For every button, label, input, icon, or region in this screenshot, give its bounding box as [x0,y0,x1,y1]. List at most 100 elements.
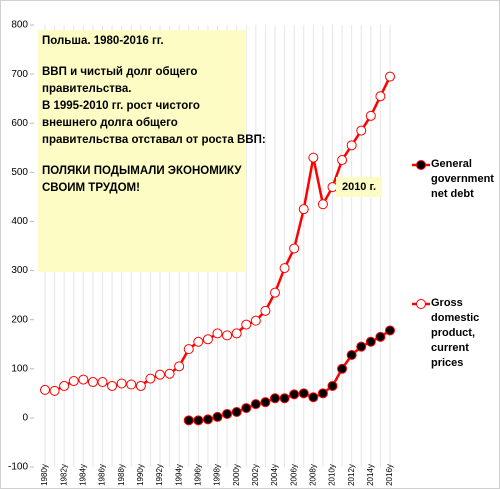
marker [231,406,242,417]
marker [222,408,233,419]
annotation-line: ВВП и чистый долг общего [42,66,198,78]
marker [289,389,300,400]
marker [193,336,204,347]
marker [164,368,175,379]
legend-marker [416,160,426,170]
annotation-paragraph: ПОЛЯКИ ПОДЫМАЛИ ЭКОНОМИКУ СВОИМ ТРУДОМ! [42,163,242,197]
x-tick-label: 1992y [155,464,164,486]
marker [40,384,50,395]
marker [183,344,194,355]
marker [107,380,118,391]
marker [78,374,89,385]
marker [116,378,127,389]
marker [356,125,367,136]
marker [279,263,290,274]
annotation-line: Польша. 1980-2016 гг. [42,35,164,47]
marker [385,325,395,336]
marker [298,204,309,215]
annotation-paragraph: ВВП и чистый долг общего правительства. В … [42,64,266,149]
x-tick-label: 2008y [308,464,317,486]
x-tick-label: 2004y [270,464,279,486]
x-tick-label: 2002y [251,464,260,486]
x-tick-label: 2014y [366,464,375,486]
y-tick-label: 800 [11,20,28,31]
x-tick-label: 1988y [117,464,126,486]
marker [193,415,204,426]
marker [135,380,146,391]
y-tick-label: -100 [8,462,28,473]
series-line [188,329,391,422]
y-tick-label: 500 [11,167,28,178]
annotation-line: ПОЛЯКИ ПОДЫМАЛИ ЭКОНОМИКУ [42,165,242,177]
marker [308,152,319,163]
x-tick-label: 1982y [59,464,68,486]
callout: 2010 г. [336,177,382,197]
marker [155,369,165,380]
y-tick-label: 100 [11,363,28,374]
marker [250,399,261,410]
marker [356,341,367,352]
annotation-line: правительства. [42,83,132,95]
marker [145,373,156,384]
marker [270,393,280,404]
annotation-line: СВОИМ ТРУДОМ! [42,182,140,194]
marker [346,350,357,361]
marker [260,397,271,408]
x-tick-label: 2010y [328,464,337,486]
x-tick-label: 1990y [136,464,145,486]
annotation-line: правительства отставал от роста ВВП: [42,134,266,146]
x-tick-label: 1998y [213,464,222,486]
annotation-paragraph: Польша. 1980-2016 гг. [42,33,242,50]
marker [183,415,194,426]
annotation-line: внешнего долга общего [42,117,178,129]
x-tick-label: 1980y [40,464,49,486]
marker [317,388,328,399]
x-tick-label: 1986y [98,464,107,486]
marker [231,328,242,339]
marker [260,305,271,316]
legend-label: General government net debt [431,158,494,200]
y-tick-label: 200 [11,314,28,325]
x-tick-label: 2000y [232,464,241,486]
marker [59,380,70,391]
marker [308,392,319,403]
marker [289,243,300,254]
marker [337,155,348,166]
marker [250,315,261,326]
annotation-box: Польша. 1980-2016 гг. ВВП и чистый долг о… [38,30,266,272]
marker [375,331,386,342]
marker [337,363,348,374]
annotation-line: В 1995-2010 гг. рост чистого [42,100,200,112]
y-tick-label: 0 [22,413,28,424]
marker [385,71,395,82]
marker [97,377,108,388]
marker [212,328,223,339]
marker [317,199,328,210]
y-tick-label: 700 [11,69,28,80]
legend-label: Gross domestic product, current prices [431,297,480,369]
marker [202,334,213,345]
marker [87,377,98,388]
marker [222,330,233,341]
marker [126,379,137,390]
marker [298,388,309,399]
y-tick-label: 300 [11,265,28,276]
y-tick-label: 400 [11,216,28,227]
marker [202,414,213,425]
marker [279,393,290,404]
marker [346,140,357,151]
marker [241,319,252,330]
x-tick-label: 2016y [385,464,394,486]
x-tick-label: 1984y [78,464,87,486]
marker [241,403,252,414]
x-tick-label: 1996y [193,464,202,486]
marker [375,91,386,102]
y-tick-label: 600 [11,118,28,129]
legend-marker [416,299,426,309]
marker [49,385,60,396]
marker [327,380,338,391]
x-tick-label: 1994y [174,464,183,486]
marker [365,336,376,347]
x-tick-label: 2006y [289,464,298,486]
